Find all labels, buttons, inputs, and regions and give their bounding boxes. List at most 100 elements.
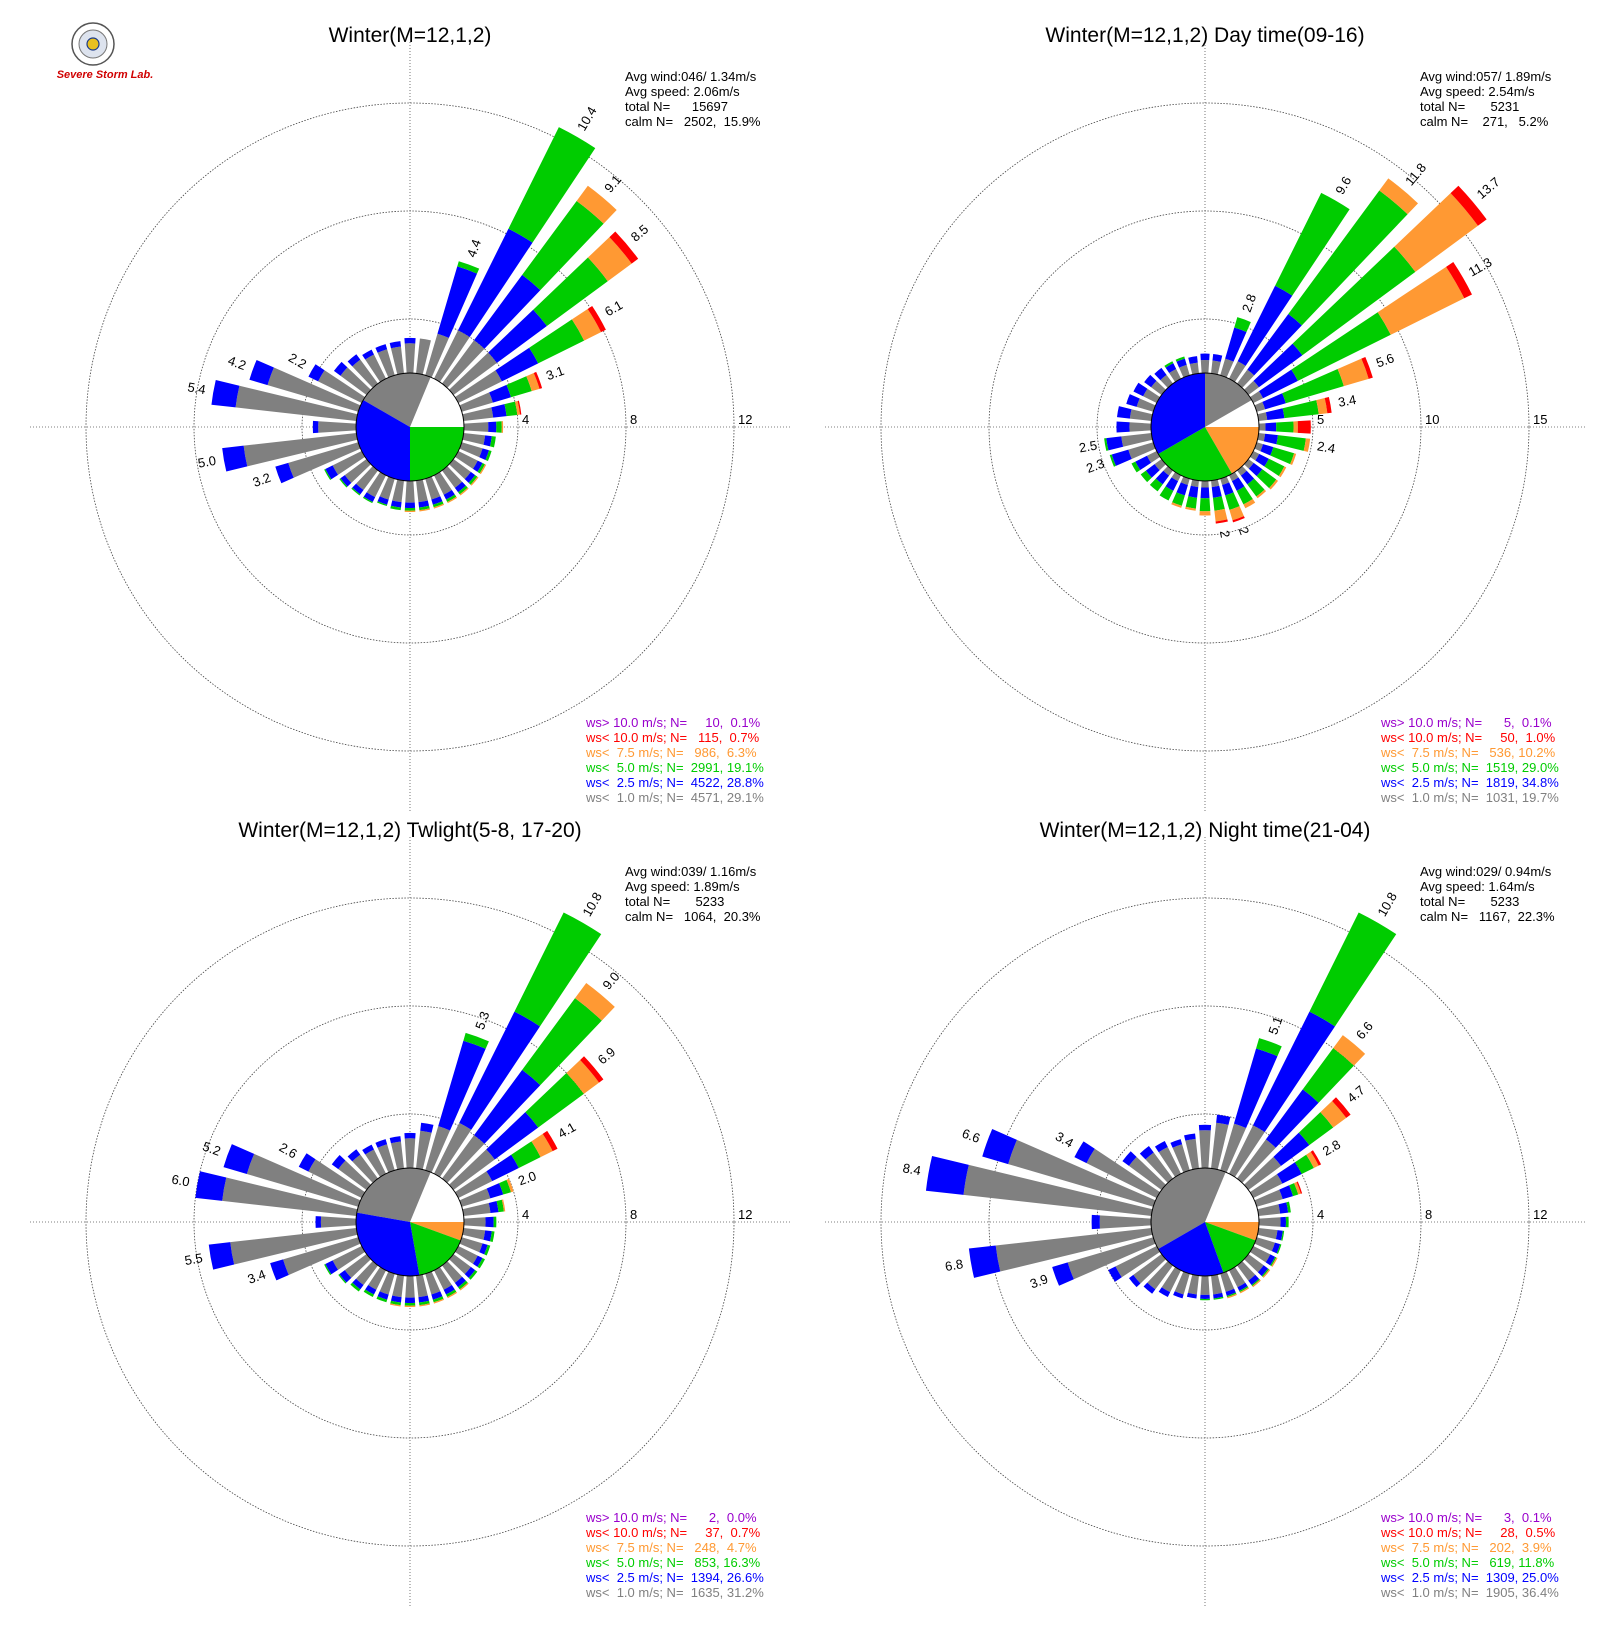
legend-entry-lt50: ws< 5.0 m/s; N= 1519, 29.0%	[1380, 760, 1559, 775]
petal-230-lt25	[1145, 464, 1160, 478]
petal-label: 3.2	[251, 470, 273, 490]
petal-180-lt50	[404, 507, 416, 511]
legend-entry-lt75: ws< 7.5 m/s; N= 536, 10.2%	[1380, 745, 1556, 760]
petal-label: 5.3	[472, 1009, 492, 1031]
petal-150-lt50	[1239, 1286, 1249, 1293]
petal-label: 2.3	[1084, 456, 1106, 476]
info-line: Avg wind:057/ 1.89m/s	[1420, 69, 1552, 84]
ring-tick-label: 4	[1317, 1207, 1324, 1222]
petal-340-lt25	[375, 1139, 388, 1148]
petal-160-lt75	[433, 1298, 445, 1304]
petal-30-lt50	[1275, 192, 1350, 296]
petal-170-lt1	[416, 479, 428, 503]
petal-90-lt25	[485, 1216, 494, 1228]
petal-160-lt50	[432, 501, 444, 508]
petal-130-lt1	[1244, 1254, 1264, 1273]
legend-entry-lt100: ws< 10.0 m/s; N= 115, 0.7%	[585, 730, 760, 745]
petal-label: 5.0	[197, 453, 217, 471]
petal-300-lt1	[318, 370, 366, 403]
petal-340-lt1	[377, 1144, 395, 1173]
petal-290-lt1	[1008, 1139, 1156, 1207]
petal-110-lt1	[459, 442, 483, 458]
petal-280-lt1	[235, 385, 358, 421]
petal-220-lt50	[351, 487, 361, 496]
petal-130-lt1	[449, 1254, 471, 1275]
ring-tick-label: 8	[630, 1207, 637, 1222]
petal-50-lt100	[1450, 185, 1487, 226]
petal-110-lt50	[1270, 447, 1295, 465]
petal-230-lt25	[1128, 1274, 1141, 1288]
petal-170-lt50	[1213, 1296, 1224, 1300]
legend-entry-lt100: ws< 10.0 m/s; N= 37, 0.7%	[585, 1525, 761, 1540]
ring-4	[301, 1113, 519, 1331]
petal-310-lt25	[331, 1154, 346, 1170]
petal-70-lt1	[459, 392, 493, 412]
petal-30-lt25	[1237, 285, 1293, 366]
petal-290-lt1	[1136, 398, 1156, 412]
petal-40-lt25	[1265, 1089, 1319, 1148]
petal-60-lt25	[1258, 369, 1298, 399]
info-line: total N= 5233	[625, 894, 724, 909]
petal-90-lt1	[463, 422, 489, 432]
ring-tick-label: 5	[1317, 412, 1324, 427]
petal-210-lt25	[363, 492, 376, 502]
petal-40-lt1	[442, 1135, 485, 1183]
petal-240-lt1	[332, 451, 366, 475]
petal-30-lt1	[1229, 361, 1246, 383]
petal-70-lt1	[459, 1188, 491, 1207]
petal-label: 6.1	[602, 297, 625, 319]
petal-310-lt1	[340, 367, 371, 395]
petal-120-lt25	[472, 460, 483, 472]
petal-80-lt1	[462, 407, 494, 421]
petal-60-lt25	[1276, 1162, 1302, 1184]
petal-360-lt25	[404, 337, 416, 344]
petal-200-lt50	[377, 501, 388, 506]
petal-80-lt50	[496, 1199, 504, 1213]
petal-60-lt50	[529, 319, 585, 364]
calm-circle	[1150, 1167, 1260, 1277]
petal-10-lt25	[1216, 1114, 1231, 1125]
ring-15	[880, 102, 1530, 752]
petal-300-lt25	[298, 1153, 316, 1172]
petal-70-lt75	[526, 372, 540, 392]
petal-320-lt25	[1154, 367, 1167, 381]
calm-sector-lt50	[1158, 427, 1232, 481]
petal-120-lt75	[1271, 1257, 1278, 1267]
petal-130-lt25	[464, 471, 476, 483]
petal-40-lt75	[575, 982, 615, 1021]
petal-220-lt1	[1163, 466, 1173, 476]
petal-200-lt1	[379, 476, 395, 500]
petal-180-lt1	[1201, 480, 1209, 488]
petal-50-lt25	[488, 309, 547, 363]
petal-70-lt50	[506, 376, 532, 398]
petal-40-lt1	[1237, 369, 1255, 388]
petal-70-lt1	[1254, 1189, 1283, 1207]
petal-210-lt1	[1161, 1266, 1181, 1293]
petal-20-lt1	[1220, 1123, 1247, 1173]
petal-320-lt1	[352, 359, 378, 388]
petal-240-lt50	[324, 1264, 332, 1276]
petal-140-lt50	[458, 1280, 468, 1290]
petal-150-lt1	[1229, 1266, 1246, 1288]
ring-tick-label: 12	[1533, 1207, 1547, 1222]
petal-260-lt1	[230, 1228, 358, 1265]
petal-310-lt1	[1128, 1156, 1166, 1190]
petal-90-lt1	[1258, 1217, 1281, 1227]
petal-150-lt1	[434, 1266, 452, 1290]
petal-60-lt75	[1377, 266, 1465, 335]
petal-label: 6.9	[595, 1044, 618, 1067]
petal-110-lt25	[479, 1243, 488, 1255]
petal-360-lt1	[1200, 360, 1210, 374]
legend-entry-lt1: ws< 1.0 m/s; N= 4571, 29.1%	[585, 790, 764, 805]
petal-220-lt1	[356, 1261, 378, 1286]
petal-label: 5.4	[186, 379, 206, 397]
petal-60-lt25	[486, 1154, 519, 1182]
petal-360-lt1	[404, 1138, 416, 1169]
petal-300-lt25	[308, 364, 325, 382]
logo-text: Severe Storm Lab.	[57, 69, 154, 81]
petal-70-lt100	[1361, 356, 1373, 379]
petal-320-lt1	[352, 1154, 378, 1183]
petal-70-lt25	[486, 1183, 504, 1199]
petal-130-lt75	[1269, 479, 1279, 490]
petal-330-lt1	[365, 354, 386, 383]
